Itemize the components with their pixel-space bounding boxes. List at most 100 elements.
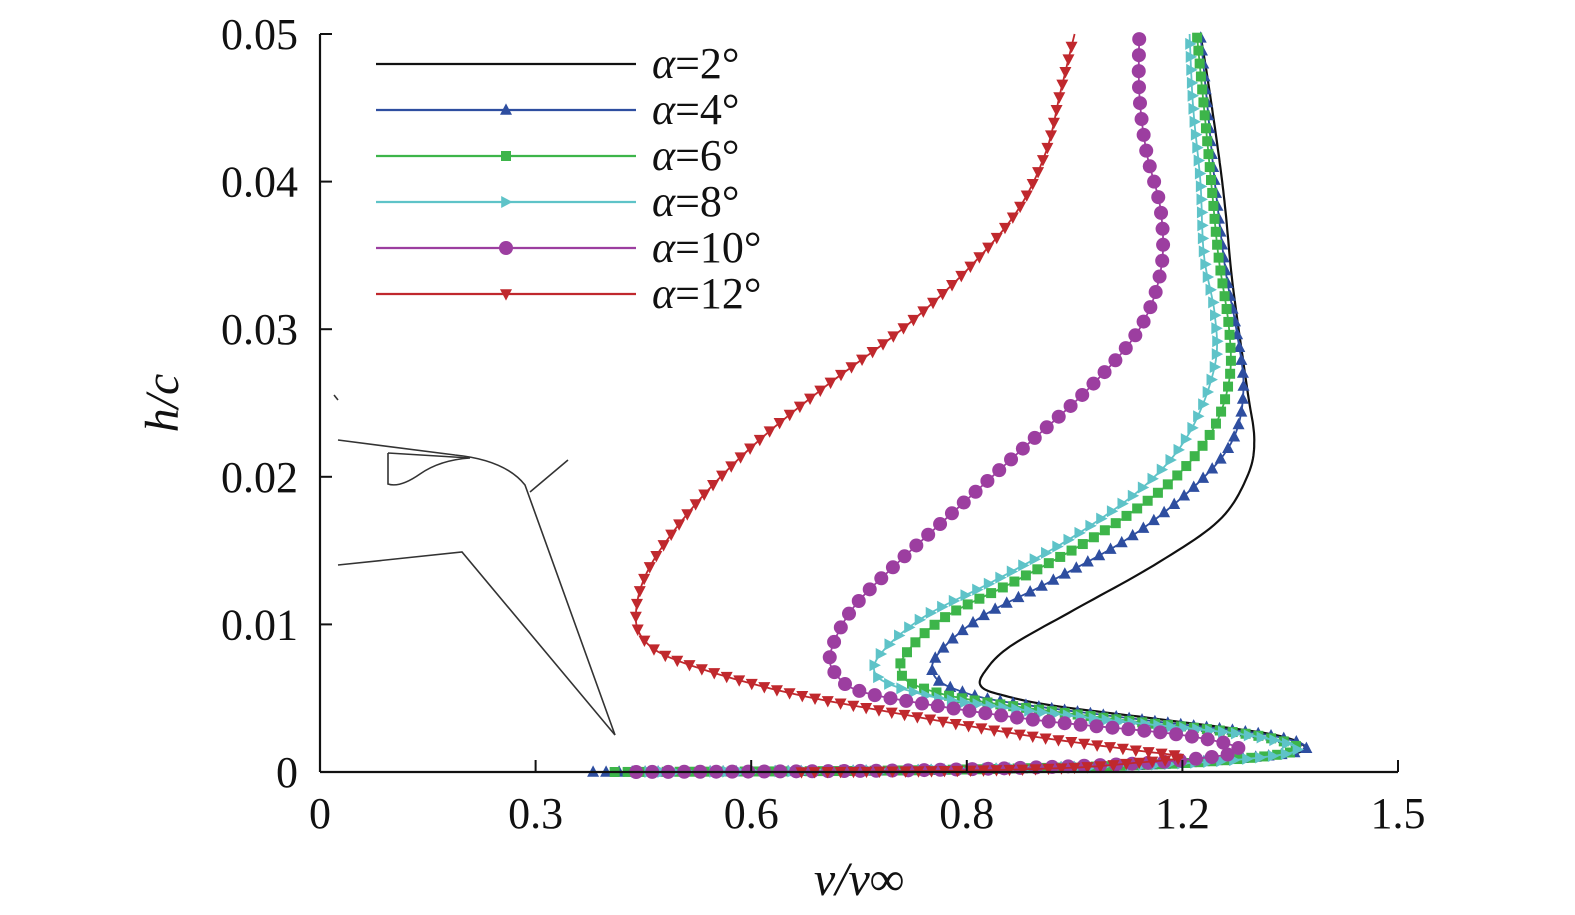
series-5-marker-121: [1032, 167, 1045, 179]
series-2-marker-84: [896, 670, 907, 681]
series-3-marker-137: [1193, 154, 1206, 167]
series-1-marker-109: [1178, 489, 1191, 501]
series-3-marker-120: [1206, 373, 1218, 386]
axes: 0 0.3 0.6 0.8 1.2 1.5 0 0.01 0.02 0.03 0.04 0.05: [221, 10, 1426, 838]
series-4-marker-95: [1143, 300, 1158, 315]
series-5-marker-76: [633, 586, 646, 598]
series-5-marker-83: [681, 509, 694, 521]
series-5-marker-84: [689, 499, 702, 511]
series-4-marker-108: [1132, 96, 1147, 111]
series-5-marker-68: [683, 660, 696, 672]
series-5-marker-131: [1065, 41, 1078, 54]
series-3-marker-114: [1173, 443, 1185, 456]
legend-label-value-3: =8°: [675, 177, 739, 226]
series-4-marker-91: [1108, 353, 1123, 368]
series-2-marker-89: [929, 619, 940, 630]
y-axis-title: h/c: [136, 374, 189, 433]
legend-entry-5: α=12°: [376, 269, 762, 318]
series-5-marker-21: [1068, 762, 1081, 775]
series-4-marker-69: [851, 593, 866, 608]
series-5-marker-30: [1168, 750, 1181, 762]
series-1-marker-98: [1058, 567, 1071, 579]
series-3-marker-83: [884, 677, 896, 690]
series-4-marker-73: [897, 549, 912, 564]
legend-label-symbol-4: α: [652, 223, 676, 272]
series-2-marker-105: [1110, 518, 1121, 529]
series-5-marker-55: [847, 700, 860, 713]
series-2-marker-125: [1221, 304, 1232, 315]
series-3-marker-123: [1212, 335, 1224, 348]
series-5-marker-26: [1133, 757, 1146, 770]
series-5-marker-108: [927, 297, 940, 310]
series-5-marker-113: [973, 252, 986, 264]
series-5-marker-48: [936, 716, 949, 729]
series-5-marker-56: [834, 698, 847, 710]
series-5-marker-24: [1107, 760, 1120, 772]
series-3-marker-49: [1267, 749, 1280, 762]
series-1-marker-99: [1070, 561, 1083, 573]
series-3-marker-119: [1202, 386, 1215, 399]
series-4-marker-67: [833, 620, 848, 635]
series-5-marker-97: [814, 385, 827, 398]
series-3-marker-111: [1147, 472, 1159, 485]
series-3-marker-118: [1198, 398, 1210, 411]
series-4-marker-40: [1200, 732, 1215, 747]
series-2-marker-134: [1207, 187, 1218, 198]
series-4-marker-89: [1086, 376, 1101, 391]
series-5-marker-38: [1065, 737, 1078, 749]
series-3-marker-142: [1187, 89, 1200, 102]
series-2-marker-144: [1194, 58, 1205, 69]
series-1-marker-90: [967, 615, 980, 628]
series-4-marker-84: [1027, 430, 1042, 445]
series-4-marker-96: [1148, 285, 1163, 300]
series-3-marker-50: [1280, 747, 1293, 760]
series-1-marker-116: [1232, 417, 1245, 430]
series-3-marker-96: [983, 577, 996, 590]
series-3-marker-108: [1117, 497, 1129, 510]
series-5-marker-89: [734, 452, 747, 464]
series-2-marker-135: [1205, 175, 1216, 186]
series-4-marker-39: [1216, 735, 1231, 750]
series-4-marker-65: [822, 650, 837, 665]
series-5-marker-40: [1039, 733, 1052, 745]
series-3-marker-89: [904, 621, 916, 634]
series-3-marker-56: [1230, 727, 1243, 740]
series-5-marker-69: [671, 655, 684, 668]
x-tick-label-2: 0.6: [724, 789, 779, 838]
series-5-marker-36: [1091, 740, 1104, 752]
series-4-marker-36: [1204, 749, 1219, 764]
series-5-marker-72: [638, 635, 651, 647]
series-2-marker-137: [1203, 149, 1214, 160]
series-3-marker-134: [1196, 193, 1208, 206]
series-4-marker-50: [1041, 714, 1056, 729]
series-4-marker-107: [1134, 112, 1149, 127]
series-1-marker-94: [1012, 590, 1025, 603]
legend-entry-0: α=2°: [376, 39, 740, 88]
series-2-marker-127: [1217, 278, 1228, 289]
series-4-marker-104: [1142, 159, 1157, 174]
series-2-marker-145: [1193, 45, 1204, 56]
series-1-marker-103: [1115, 535, 1128, 548]
series-1-marker-101: [1093, 548, 1106, 561]
series-5-marker-118: [1014, 201, 1027, 214]
series-4-marker-70: [862, 582, 877, 597]
series-5-marker-87: [716, 470, 729, 482]
series-4-marker-106: [1136, 127, 1151, 142]
legend-label-symbol-2: α: [652, 131, 676, 180]
y-tick-label-3: 0.03: [221, 305, 298, 354]
series-5-marker-122: [1036, 155, 1049, 167]
series-5-marker-86: [707, 479, 720, 492]
series-3-marker-84: [873, 671, 885, 684]
series-1-marker-122: [1233, 340, 1246, 353]
series-2-marker-114: [1197, 440, 1208, 451]
series-4-marker-77: [944, 506, 959, 521]
legend-marker-1: [500, 103, 512, 115]
series-5-marker-127: [1053, 92, 1066, 104]
series-5-marker-43: [1001, 727, 1014, 739]
series-5-marker-129: [1059, 67, 1072, 79]
series-5-marker-42: [1013, 729, 1026, 742]
series-3-marker-126: [1208, 296, 1220, 309]
series-2-marker-109: [1152, 487, 1163, 498]
series-2-marker-143: [1195, 71, 1206, 82]
series-2-marker-129: [1213, 252, 1224, 263]
